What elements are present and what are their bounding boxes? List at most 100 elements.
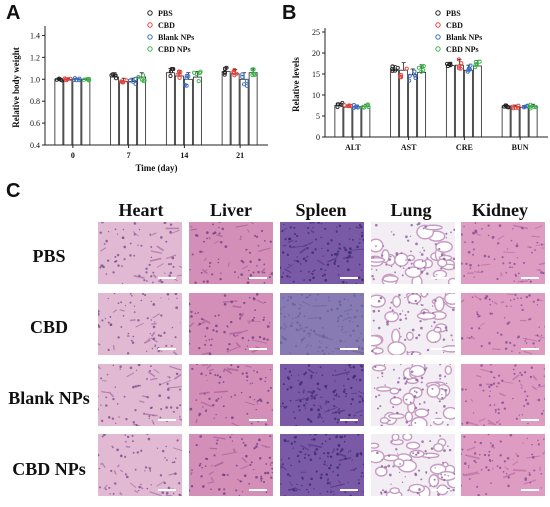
cell-nucleus bbox=[268, 456, 272, 459]
cell-nucleus bbox=[422, 227, 425, 230]
cell-nucleus bbox=[191, 469, 193, 471]
cell-nucleus bbox=[126, 435, 130, 439]
cell-nucleus bbox=[256, 235, 259, 238]
cell-nucleus bbox=[414, 473, 418, 477]
cell-nucleus bbox=[114, 255, 117, 258]
cell-nucleus bbox=[461, 388, 464, 391]
cell-nucleus bbox=[381, 254, 384, 257]
tissue-fiber bbox=[532, 375, 538, 381]
cell-nucleus bbox=[239, 238, 241, 240]
cell-nucleus bbox=[246, 379, 248, 382]
cell-nucleus bbox=[112, 446, 114, 449]
cell-nucleus bbox=[519, 371, 522, 374]
cell-nucleus bbox=[280, 326, 283, 330]
cell-nucleus bbox=[339, 314, 342, 317]
cell-nucleus bbox=[295, 328, 298, 331]
tissue-fiber bbox=[116, 464, 120, 468]
scale-bar bbox=[431, 348, 449, 350]
cell-nucleus bbox=[482, 389, 485, 392]
cell-nucleus bbox=[134, 385, 138, 388]
cell-nucleus bbox=[218, 381, 221, 384]
tissue-fiber bbox=[314, 333, 329, 339]
histology-image-liver bbox=[189, 364, 273, 426]
cell-nucleus bbox=[293, 303, 297, 306]
cell-nucleus bbox=[289, 386, 293, 389]
data-point bbox=[87, 77, 92, 83]
tissue-fiber bbox=[351, 392, 357, 395]
cell-nucleus bbox=[222, 492, 226, 495]
cell-nucleus bbox=[195, 444, 198, 447]
cell-nucleus bbox=[256, 442, 259, 445]
data-point bbox=[467, 67, 472, 72]
cell-nucleus bbox=[440, 476, 444, 479]
cell-nucleus bbox=[201, 466, 203, 469]
bar-cbd-nps bbox=[417, 71, 427, 138]
cell-nucleus bbox=[130, 339, 133, 342]
cell-nucleus bbox=[324, 440, 327, 443]
cell-nucleus bbox=[473, 459, 476, 463]
cell-nucleus bbox=[148, 263, 151, 267]
data-point bbox=[342, 103, 347, 108]
tissue-background bbox=[461, 434, 545, 496]
cell-nucleus bbox=[443, 301, 445, 304]
cell-nucleus bbox=[290, 374, 293, 377]
cell-nucleus bbox=[189, 450, 191, 453]
cell-nucleus bbox=[329, 464, 332, 467]
cell-nucleus bbox=[244, 444, 247, 447]
cell-nucleus bbox=[253, 446, 256, 450]
cell-nucleus bbox=[502, 262, 505, 265]
tissue-fiber bbox=[355, 226, 360, 229]
tissue-fiber bbox=[537, 385, 545, 388]
cell-nucleus bbox=[496, 277, 499, 281]
cell-nucleus bbox=[283, 495, 286, 496]
tissue-fiber bbox=[222, 300, 238, 303]
cell-nucleus bbox=[293, 226, 296, 229]
legend-label: PBS bbox=[158, 9, 173, 18]
cell-nucleus bbox=[542, 410, 545, 412]
bar-cbd-nps bbox=[137, 76, 147, 146]
data-point bbox=[399, 72, 404, 77]
cell-nucleus bbox=[516, 257, 518, 259]
legend-label: PBS bbox=[446, 9, 461, 18]
cell-nucleus bbox=[408, 267, 411, 270]
cell-nucleus bbox=[140, 244, 143, 247]
cell-nucleus bbox=[323, 273, 326, 276]
cell-nucleus bbox=[414, 299, 417, 303]
tissue-fiber bbox=[98, 342, 101, 346]
cell-nucleus bbox=[382, 245, 385, 247]
tissue-fiber bbox=[488, 422, 495, 425]
y-tick-label: 25 bbox=[312, 28, 320, 37]
cell-nucleus bbox=[419, 296, 422, 298]
histology-image-spleen bbox=[280, 434, 364, 496]
cell-nucleus bbox=[312, 438, 316, 441]
cell-nucleus bbox=[326, 451, 330, 455]
cell-nucleus bbox=[144, 470, 146, 472]
cell-nucleus bbox=[298, 307, 301, 310]
tissue-fiber bbox=[152, 313, 160, 319]
cell-nucleus bbox=[344, 491, 347, 494]
cell-nucleus bbox=[468, 465, 470, 467]
cell-nucleus bbox=[496, 385, 498, 388]
cell-nucleus bbox=[315, 470, 318, 473]
legend-marker bbox=[435, 22, 441, 28]
cell-nucleus bbox=[116, 403, 119, 405]
cell-nucleus bbox=[358, 263, 361, 266]
cell-nucleus bbox=[526, 437, 528, 440]
cell-nucleus bbox=[336, 466, 340, 470]
data-point bbox=[365, 102, 370, 107]
tissue-texture bbox=[371, 364, 455, 426]
cell-nucleus bbox=[215, 330, 218, 333]
cell-nucleus bbox=[391, 440, 393, 443]
cell-nucleus bbox=[169, 406, 173, 409]
cell-nucleus bbox=[492, 382, 496, 385]
data-point bbox=[477, 59, 482, 64]
cell-nucleus bbox=[488, 459, 492, 462]
histology-image-spleen bbox=[280, 364, 364, 426]
cell-nucleus bbox=[302, 478, 304, 480]
data-point bbox=[390, 68, 395, 73]
cell-nucleus bbox=[441, 461, 444, 464]
cell-nucleus bbox=[144, 294, 147, 297]
cell-nucleus bbox=[134, 468, 137, 471]
cell-nucleus bbox=[286, 440, 289, 442]
cell-nucleus bbox=[346, 256, 348, 259]
